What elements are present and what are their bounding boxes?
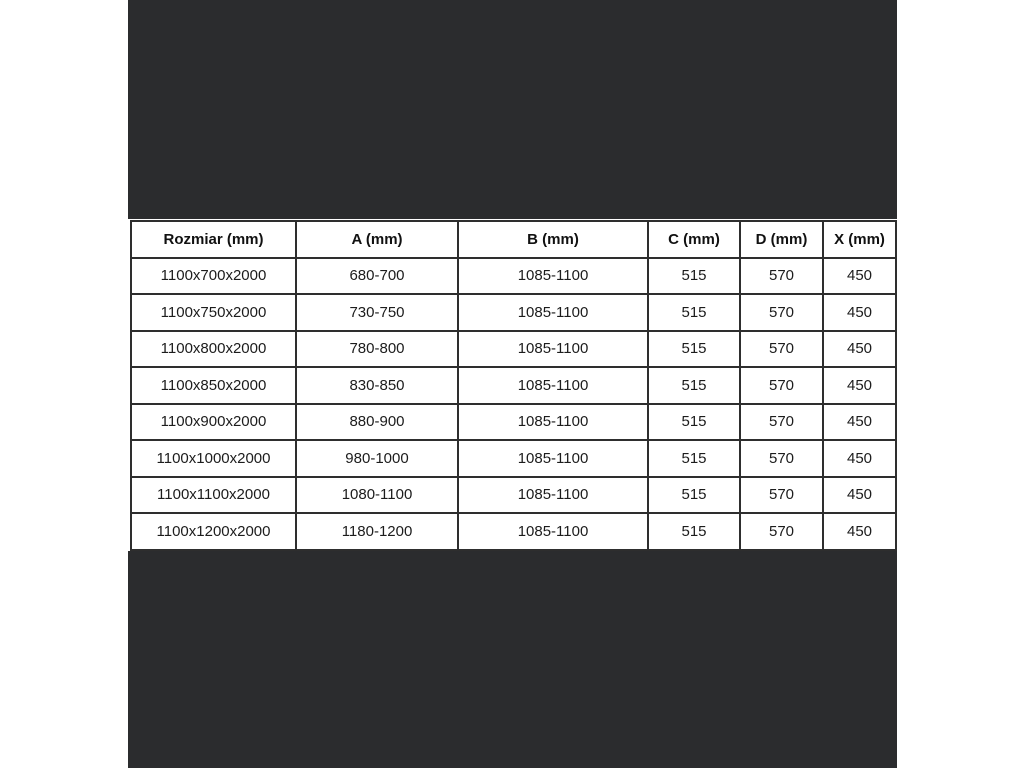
- table-body: 1100x700x2000 680-700 1085-1100 515 570 450 11…: [130, 256, 897, 551]
- table-cell: 1085-1100: [457, 293, 649, 332]
- table-cell: 450: [822, 402, 897, 441]
- table-cell: 450: [822, 256, 897, 295]
- table-cell: 570: [739, 475, 824, 514]
- dimensions-table: Rozmiar (mm) A (mm) B (mm) C (mm) D (mm) X (m…: [130, 220, 897, 551]
- table-cell: 570: [739, 329, 824, 368]
- table-cell: 880-900: [295, 402, 459, 441]
- table-row: 1100x1200x2000 1180-1200 1085-1100 515 570 45…: [130, 512, 897, 551]
- table-row: 1100x1000x2000 980-1000 1085-1100 515 570 450: [130, 439, 897, 478]
- table-row: 1100x750x2000 730-750 1085-1100 515 570 450: [130, 293, 897, 332]
- table-cell: 450: [822, 329, 897, 368]
- table-cell: 1085-1100: [457, 329, 649, 368]
- table-cell: 515: [647, 366, 741, 405]
- column-header: D (mm): [739, 220, 824, 259]
- table-cell: 1085-1100: [457, 475, 649, 514]
- table-cell: 780-800: [295, 329, 459, 368]
- column-header: Rozmiar (mm): [130, 220, 297, 259]
- table-cell: 515: [647, 512, 741, 551]
- table-row: 1100x1100x2000 1080-1100 1085-1100 515 570 45…: [130, 475, 897, 514]
- table-cell: 570: [739, 439, 824, 478]
- table-cell: 1100x850x2000: [130, 366, 297, 405]
- table-cell: 450: [822, 439, 897, 478]
- table-cell: 1100x900x2000: [130, 402, 297, 441]
- table-cell: 1080-1100: [295, 475, 459, 514]
- table-cell: 515: [647, 402, 741, 441]
- table-cell: 515: [647, 329, 741, 368]
- table-cell: 570: [739, 512, 824, 551]
- table-row: 1100x700x2000 680-700 1085-1100 515 570 450: [130, 256, 897, 295]
- table-cell: 1085-1100: [457, 366, 649, 405]
- table-row: 1100x900x2000 880-900 1085-1100 515 570 450: [130, 402, 897, 441]
- table-row: 1100x800x2000 780-800 1085-1100 515 570 450: [130, 329, 897, 368]
- table-cell: 1100x1100x2000: [130, 475, 297, 514]
- table-cell: 450: [822, 293, 897, 332]
- table-cell: 515: [647, 475, 741, 514]
- table-cell: 1085-1100: [457, 256, 649, 295]
- table-row: 1100x850x2000 830-850 1085-1100 515 570 450: [130, 366, 897, 405]
- table-cell: 1085-1100: [457, 512, 649, 551]
- table-cell: 1180-1200: [295, 512, 459, 551]
- table-band: Rozmiar (mm) A (mm) B (mm) C (mm) D (mm) X (m…: [0, 219, 1024, 551]
- table-cell: 515: [647, 293, 741, 332]
- table-cell: 1085-1100: [457, 402, 649, 441]
- table-cell: 830-850: [295, 366, 459, 405]
- table-cell: 1100x700x2000: [130, 256, 297, 295]
- table-cell: 515: [647, 439, 741, 478]
- table-header-row: Rozmiar (mm) A (mm) B (mm) C (mm) D (mm) X (m…: [130, 220, 897, 259]
- table-cell: 570: [739, 256, 824, 295]
- table-cell: 980-1000: [295, 439, 459, 478]
- column-header: X (mm): [822, 220, 897, 259]
- column-header: C (mm): [647, 220, 741, 259]
- column-header: A (mm): [295, 220, 459, 259]
- table-cell: 515: [647, 256, 741, 295]
- table-cell: 680-700: [295, 256, 459, 295]
- table-cell: 570: [739, 402, 824, 441]
- table-cell: 1100x1000x2000: [130, 439, 297, 478]
- table-cell: 730-750: [295, 293, 459, 332]
- table-cell: 450: [822, 366, 897, 405]
- table-cell: 570: [739, 366, 824, 405]
- column-header: B (mm): [457, 220, 649, 259]
- table-cell: 450: [822, 512, 897, 551]
- table-cell: 1100x750x2000: [130, 293, 297, 332]
- table-cell: 1085-1100: [457, 439, 649, 478]
- table-cell: 1100x800x2000: [130, 329, 297, 368]
- table-cell: 570: [739, 293, 824, 332]
- table-cell: 450: [822, 475, 897, 514]
- table-cell: 1100x1200x2000: [130, 512, 297, 551]
